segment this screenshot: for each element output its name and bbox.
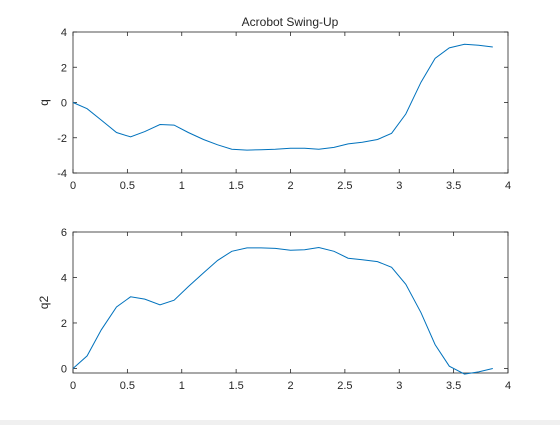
- y-tick-label: 0: [61, 98, 67, 110]
- y-tick-label: 0: [61, 363, 67, 375]
- x-tick-label: 0: [70, 180, 76, 192]
- y-tick-label: 6: [61, 227, 67, 239]
- x-tick-label: 2.5: [337, 180, 352, 192]
- x-tick-label: 1.5: [228, 180, 243, 192]
- x-tick-label: 4: [505, 180, 511, 192]
- x-tick-label: 0.5: [120, 380, 135, 392]
- y-tick-label: -2: [57, 133, 67, 145]
- axes-box-1: [72, 31, 509, 174]
- axes-box-2: [72, 231, 509, 374]
- x-tick-label: 1: [179, 380, 185, 392]
- x-tick-label: 2.5: [337, 380, 352, 392]
- chart-title: Acrobot Swing-Up: [242, 15, 339, 29]
- x-tick-label: 0: [70, 380, 76, 392]
- x-tick-label: 3.5: [446, 380, 461, 392]
- x-tick-label: 3: [396, 380, 402, 392]
- x-tick-label: 2: [287, 380, 293, 392]
- y-tick-label: 2: [61, 62, 67, 74]
- x-tick-label: 1.5: [228, 380, 243, 392]
- x-tick-label: 4: [505, 380, 511, 392]
- x-tick-label: 1: [179, 180, 185, 192]
- y-tick-label: 4: [61, 272, 67, 284]
- y-tick-label: 2: [61, 318, 67, 330]
- series-line-1-1: [72, 43, 493, 151]
- x-tick-label: 2: [287, 180, 293, 192]
- x-tick-label: 3.5: [446, 180, 461, 192]
- y-tick-label: -4: [57, 168, 67, 180]
- y-axis-label: q: [37, 99, 51, 106]
- y-axis-label: q2: [37, 296, 51, 310]
- series-line-2-1: [72, 246, 493, 375]
- x-tick-label: 3: [396, 180, 402, 192]
- y-tick-label: 4: [61, 27, 67, 39]
- x-tick-label: 0.5: [120, 180, 135, 192]
